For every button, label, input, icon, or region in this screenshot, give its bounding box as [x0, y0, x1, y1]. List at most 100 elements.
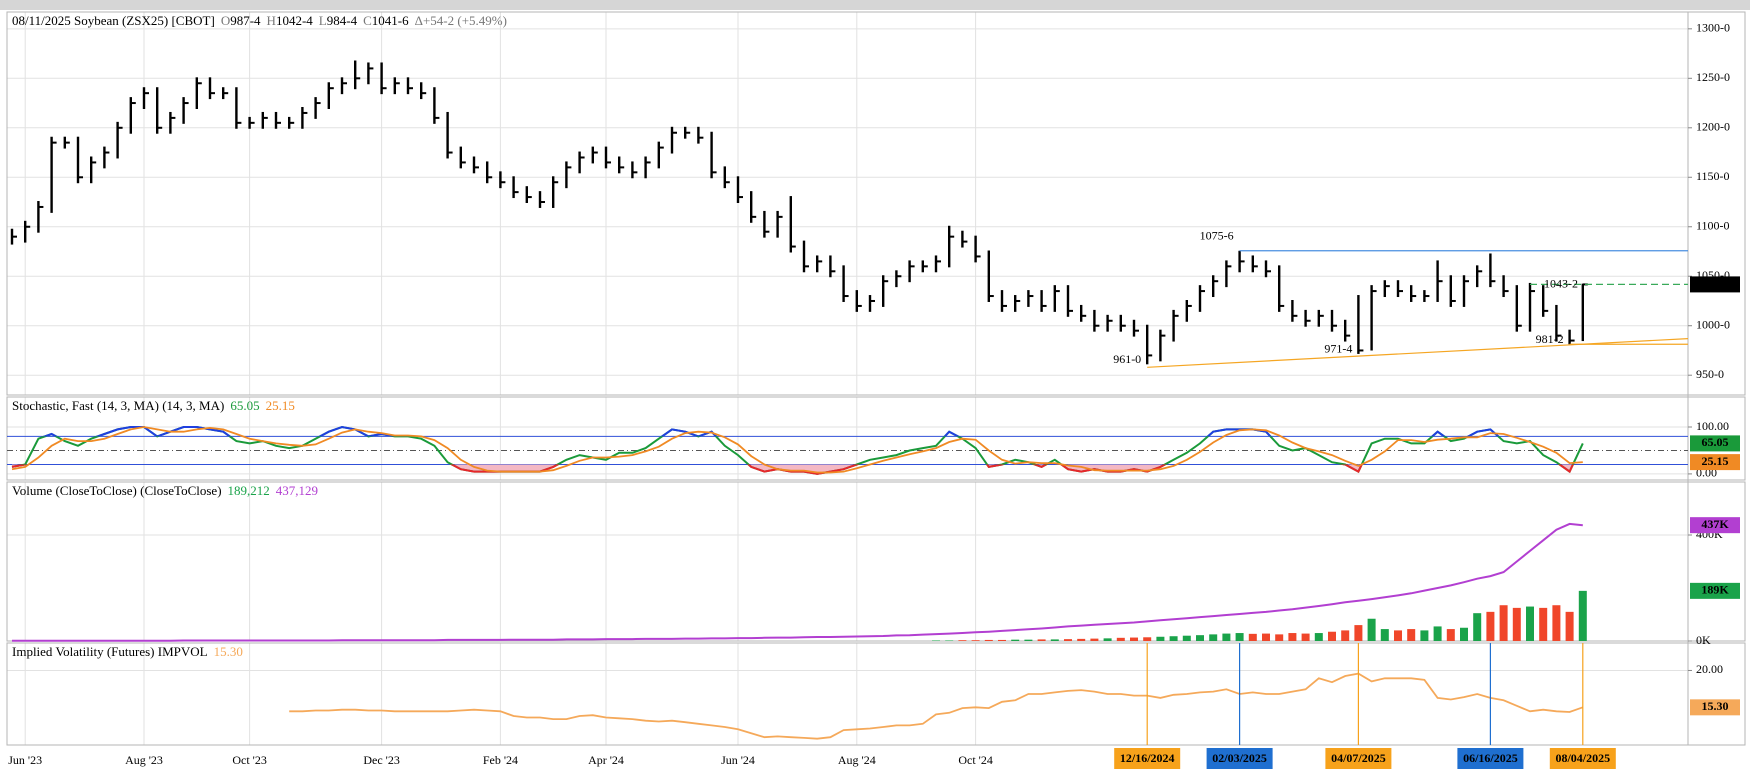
- title-part: Implied Volatility (Futures) IMPVOL: [12, 644, 208, 659]
- panel-frame: [6, 11, 1746, 396]
- title-part: 1042-4: [276, 13, 313, 28]
- price-annotation: 961-0: [1113, 352, 1141, 366]
- value-badge-label: 189K: [1701, 583, 1729, 597]
- price-annotation: 971-4: [1324, 342, 1352, 356]
- volume-bar: [1037, 639, 1046, 641]
- y-tick-label: 1300-0: [1696, 21, 1730, 35]
- date-marker: [1457, 748, 1524, 769]
- volume-bar: [1077, 638, 1086, 641]
- volume-bar: [1301, 633, 1310, 641]
- value-badge-label: 15.30: [1702, 699, 1729, 713]
- volume-bar: [1486, 611, 1495, 641]
- title-part: 08/11/2025 Soybean (ZSX25) [CBOT]: [12, 13, 215, 28]
- date-marker-label: 06/16/2025: [1463, 751, 1518, 765]
- volume-bar: [1222, 633, 1231, 641]
- date-marker-label: 12/16/2024: [1120, 751, 1175, 765]
- panel-title: Stochastic, Fast (14, 3, MA) (14, 3, MA)…: [12, 398, 295, 413]
- volume-bar: [1103, 638, 1112, 641]
- value-badge: [1690, 454, 1740, 471]
- volume-bar: [1248, 633, 1257, 641]
- frames: [6, 11, 1746, 746]
- volume-bar: [1328, 631, 1336, 641]
- title-part: Stochastic, Fast (14, 3, MA) (14, 3, MA): [12, 398, 224, 413]
- plot-area: [7, 60, 1688, 745]
- oversold-area: [12, 464, 1573, 474]
- volume-bar: [1011, 639, 1020, 641]
- top-strip: [0, 0, 1750, 10]
- title-part: L: [319, 13, 327, 28]
- volume-bar: [1262, 633, 1270, 641]
- series-line: [11, 426, 1583, 474]
- x-tick-label: Oct '24: [958, 753, 993, 767]
- volume-bar: [1552, 605, 1561, 641]
- title-part: Δ+54-2 (+5.49%): [415, 13, 507, 28]
- volume-bar: [1169, 636, 1178, 641]
- volume-bar: [1539, 607, 1548, 641]
- x-tick-label: Jun '23: [8, 753, 42, 767]
- volume-bar: [1196, 635, 1204, 641]
- volume-bar: [1182, 635, 1191, 641]
- volume-bar: [1288, 633, 1297, 641]
- y-tick-label: 0K: [1696, 633, 1711, 647]
- volume-bar: [1473, 613, 1482, 641]
- value-badge-label: 25.15: [1702, 454, 1729, 468]
- panel-title: 08/11/2025 Soybean (ZSX25) [CBOT] O987-4 H…: [12, 13, 507, 28]
- date-marker: [1114, 748, 1181, 769]
- x-tick-label: Dec '23: [363, 753, 399, 767]
- date-marker: [1549, 748, 1616, 769]
- x-tick-label: Aug '23: [125, 753, 163, 767]
- volume-bar: [1116, 637, 1125, 641]
- date-marker: [1206, 748, 1273, 769]
- volume-bar: [1050, 639, 1059, 641]
- volume-bar: [1314, 633, 1323, 641]
- volume-bar: [1341, 630, 1350, 641]
- y-tick-label: 1150-0: [1696, 169, 1730, 183]
- value-badge: [1690, 517, 1740, 534]
- panel-frame: [6, 481, 1746, 642]
- value-badge: [1690, 435, 1740, 452]
- volume-line: [12, 522, 1583, 642]
- volume-bar: [932, 640, 940, 641]
- series-line: [289, 672, 1584, 740]
- price-annotation: 1043-2: [1544, 277, 1578, 291]
- volume-bar: [1130, 637, 1138, 641]
- panel-frame: [6, 642, 1746, 746]
- y-tick-label: 20.00: [1696, 662, 1723, 676]
- volume-bar: [1235, 633, 1244, 641]
- title-part: 437,129: [276, 483, 318, 498]
- volume-bar: [1090, 638, 1099, 641]
- volume-bar: [1209, 634, 1218, 641]
- date-marker-label: 04/07/2025: [1331, 751, 1386, 765]
- value-badge: [1690, 582, 1740, 599]
- panel-title: Implied Volatility (Futures) IMPVOL 15.30: [12, 644, 243, 659]
- volume-bar: [1460, 627, 1468, 641]
- volume-bar: [1420, 630, 1429, 641]
- volume-bar: [1565, 611, 1574, 641]
- x-tick-label: Apr '24: [588, 753, 624, 767]
- date-marker-label: 02/03/2025: [1212, 751, 1267, 765]
- volume-bar: [1499, 605, 1508, 641]
- title-part: 987-4: [230, 13, 261, 28]
- volume-bar: [1024, 639, 1033, 641]
- volume-bar: [1512, 607, 1521, 641]
- x-tick-label: Aug '24: [838, 753, 876, 767]
- labels: Jun '23 Aug '23 Oct '23 Dec '23 Feb '24 Apr '…: [8, 13, 1740, 769]
- value-badge: [1690, 699, 1740, 716]
- volume-bar: [998, 639, 1006, 641]
- title-part: 65.05: [230, 398, 259, 413]
- date-marker: [1325, 748, 1392, 769]
- volume-bar: [984, 639, 993, 641]
- y-tick-label: 1100-0: [1696, 219, 1730, 233]
- oversold-line: [11, 464, 1575, 475]
- y-tick-label: 100.00: [1696, 419, 1729, 433]
- title-part: Volume (CloseToClose) (CloseToClose): [12, 483, 222, 498]
- date-marker-label: 08/04/2025: [1555, 751, 1610, 765]
- volume-bar: [1526, 606, 1534, 641]
- y-tick-label: 1200-0: [1696, 120, 1730, 134]
- y-tick-label: 950-0: [1696, 367, 1724, 381]
- title-part: C: [363, 13, 372, 28]
- volume-bar: [958, 640, 967, 641]
- price-annotation: 981-2: [1536, 332, 1564, 346]
